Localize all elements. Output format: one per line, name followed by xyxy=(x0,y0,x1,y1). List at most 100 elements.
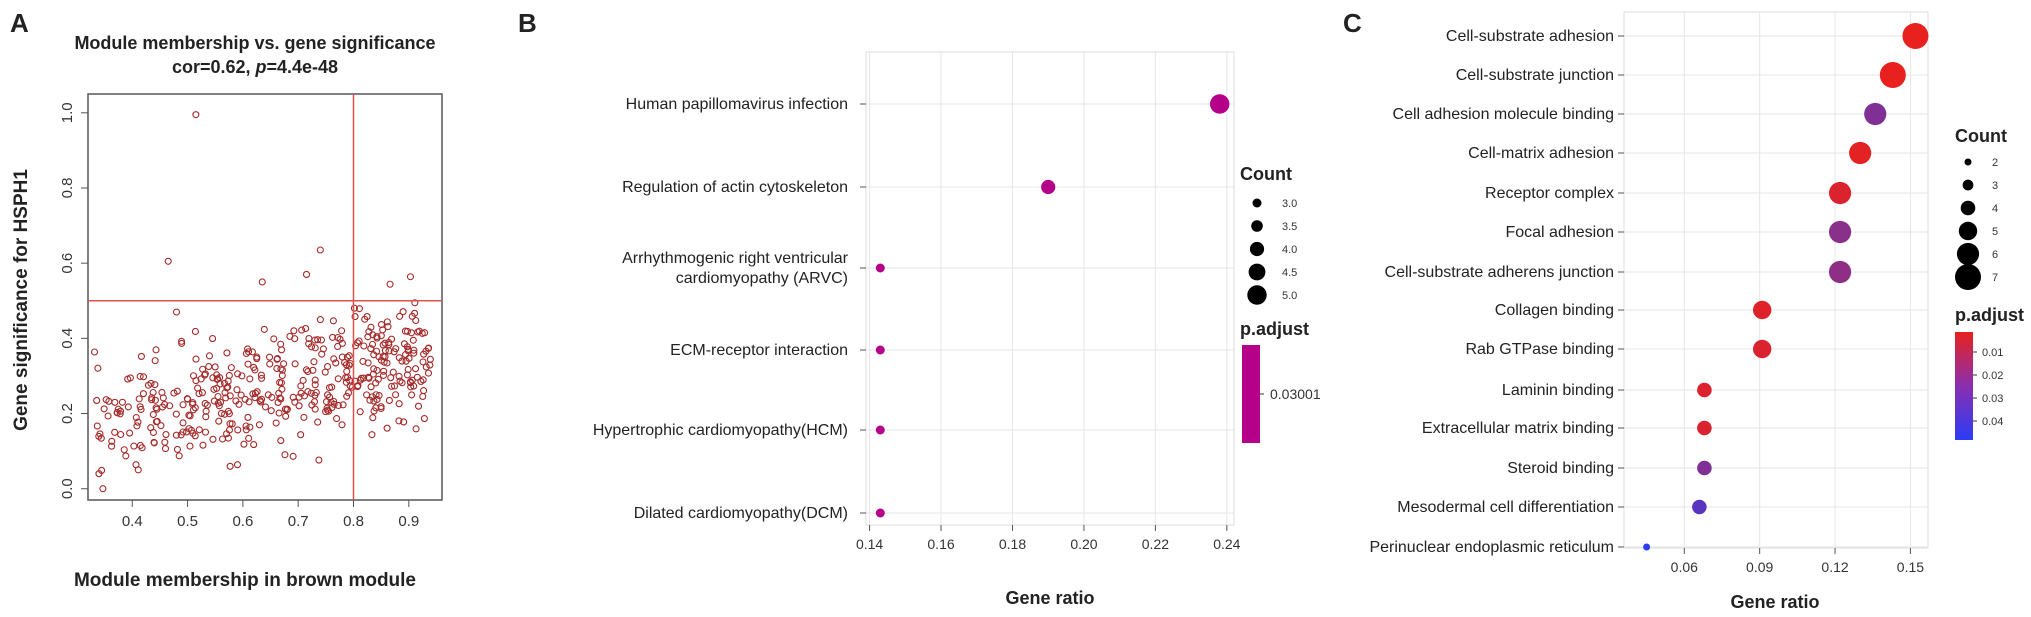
panel-a-point xyxy=(334,375,342,383)
panel-a-point xyxy=(332,359,340,367)
panel-b-x-tick-label: 0.24 xyxy=(1213,536,1240,552)
panel-a-point xyxy=(410,349,418,357)
panel-a-point xyxy=(152,418,160,426)
panel-b-x-tick-label: 0.14 xyxy=(856,536,883,552)
panel-a-point xyxy=(365,374,373,382)
panel-c-category-label: Focal adhesion xyxy=(1505,224,1614,241)
panel-b-x-tick-label: 0.16 xyxy=(927,536,954,552)
panel-a-point xyxy=(315,456,323,464)
panel-a-point xyxy=(159,394,167,402)
panel-a-x-label: Module membership in brown module xyxy=(74,570,416,591)
panel-a-point xyxy=(261,403,270,411)
panel-a-point xyxy=(372,391,380,399)
panel-a-point xyxy=(104,412,112,420)
panel-c-category-label: Cell adhesion molecule binding xyxy=(1393,106,1614,123)
panel-a-point xyxy=(175,452,183,460)
panel-a-point xyxy=(367,345,375,353)
panel-a-point xyxy=(355,305,363,313)
panel-a-point xyxy=(384,323,392,331)
panel-a-point xyxy=(387,374,395,382)
panel-c-point xyxy=(1697,420,1712,436)
panel-a-point xyxy=(395,400,403,408)
panel-a-point xyxy=(151,357,159,365)
panel-a-point xyxy=(237,391,245,399)
panel-a-point xyxy=(396,377,404,385)
panel-a-point xyxy=(317,336,325,344)
panel-a-point xyxy=(245,434,253,442)
panel-c-category-label: Extracellular matrix binding xyxy=(1422,420,1614,437)
panel-a-y-label: Gene significance for HSPH1 xyxy=(11,169,32,431)
panel-a-point xyxy=(216,380,224,388)
panel-a-point xyxy=(116,407,125,415)
panel-a-point xyxy=(149,410,157,419)
panel-a-point xyxy=(217,409,225,417)
panel-a-point xyxy=(370,397,378,405)
panel-a-point xyxy=(151,381,159,389)
panel-a-point xyxy=(280,360,288,368)
panel-a-y-ticks: 0.0 0.2 0.4 0.6 0.8 1.0 xyxy=(59,102,88,499)
panel-a-point xyxy=(359,357,367,365)
panel-a-point xyxy=(363,391,371,399)
panel-a-point xyxy=(233,461,242,469)
panel-a-point xyxy=(164,257,172,265)
panel-a-point xyxy=(133,422,141,430)
panel-a-point xyxy=(98,466,106,474)
panel-a-reference-lines xyxy=(88,94,442,500)
panel-b-category-label: Dilated cardiomyopathy(DCM) xyxy=(634,505,848,522)
panel-a-point xyxy=(100,405,108,413)
panel-a-point xyxy=(278,371,286,380)
panel-a-point xyxy=(377,404,385,413)
panel-a-point xyxy=(368,431,376,439)
panel-c-count-legend: Count 2 3 4 5 6 7 xyxy=(1955,126,2007,290)
panel-a-point xyxy=(199,365,207,373)
panel-a-point xyxy=(322,398,331,406)
panel-a-point xyxy=(250,441,258,449)
panel-a-x-tick-label: 0.6 xyxy=(232,513,253,530)
panel-a-point xyxy=(424,344,432,353)
panel-a-point xyxy=(276,394,284,402)
panel-a-point xyxy=(139,390,147,398)
panel-a-point xyxy=(417,377,425,385)
panel-a-point xyxy=(414,402,423,410)
panel-a-point xyxy=(413,373,421,381)
panel-a-point xyxy=(311,344,319,352)
panel-a-point xyxy=(96,430,104,438)
panel-c-category-labels: Cell-substrate adhesion Cell-substrate ju… xyxy=(1369,28,1624,556)
panel-a-point xyxy=(226,392,234,400)
panel-a-point xyxy=(351,313,359,321)
panel-a-point xyxy=(385,347,393,355)
panel-a-point xyxy=(275,409,283,417)
panel-a-point xyxy=(379,371,388,379)
panel-b-count-legend-dot xyxy=(1251,220,1263,232)
panel-b-point xyxy=(1210,94,1230,114)
panel-c-count-legend-label: 6 xyxy=(1992,249,1998,261)
panel-a-point xyxy=(114,405,122,413)
panel-a-point xyxy=(356,408,364,416)
panel-a-point xyxy=(324,406,332,414)
panel-a-point xyxy=(214,392,222,401)
panel-a-point xyxy=(249,390,257,398)
panel-a-point xyxy=(179,401,187,409)
panel-a-point xyxy=(241,395,249,403)
panel-a-point xyxy=(311,381,319,389)
panel-a-point xyxy=(277,346,286,354)
panel-c-x-tick-label: 0.09 xyxy=(1746,559,1773,575)
panel-a-point xyxy=(374,375,382,383)
panel-a-point xyxy=(297,389,305,397)
panel-a-point xyxy=(199,441,207,449)
panel-c-point xyxy=(1697,460,1712,476)
panel-a-point xyxy=(258,278,266,286)
panel-c-point xyxy=(1828,260,1852,284)
panel-a-point xyxy=(113,409,121,417)
panel-a-point xyxy=(161,438,169,446)
panel-b-category-label: Regulation of actin cytoskeleton xyxy=(622,179,848,196)
panel-a-point xyxy=(126,429,134,437)
panel-a-point xyxy=(185,425,193,433)
panel-a-point xyxy=(403,327,412,335)
panel-a-point xyxy=(134,466,142,474)
panel-a-point xyxy=(388,382,396,390)
panel-c-count-legend-dot xyxy=(1964,158,1972,166)
panel-a-point xyxy=(406,273,415,281)
panel-a-point xyxy=(398,379,406,387)
panel-a-point xyxy=(189,372,198,380)
